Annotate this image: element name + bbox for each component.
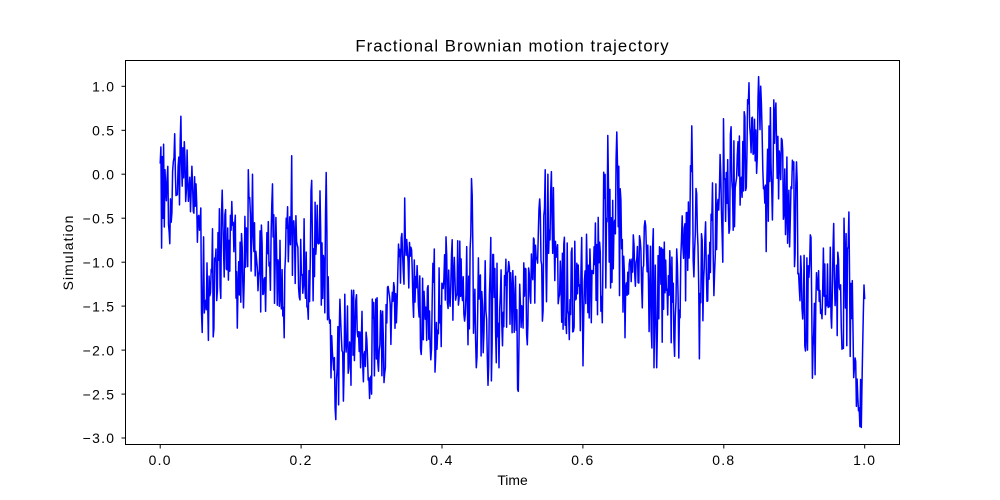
- svg-text:0.8: 0.8: [712, 452, 735, 468]
- svg-text:Fractional Brownian motion tra: Fractional Brownian motion trajectory: [355, 37, 669, 56]
- svg-text:0.0: 0.0: [149, 452, 172, 468]
- svg-text:−1.5: −1.5: [83, 298, 116, 314]
- svg-text:−2.5: −2.5: [83, 386, 116, 402]
- svg-text:0.6: 0.6: [571, 452, 594, 468]
- svg-text:0.0: 0.0: [92, 166, 115, 182]
- svg-text:1.0: 1.0: [92, 79, 115, 95]
- svg-text:0.5: 0.5: [92, 123, 115, 139]
- svg-text:Simulation: Simulation: [60, 215, 76, 291]
- svg-text:1.0: 1.0: [853, 452, 876, 468]
- svg-text:0.4: 0.4: [430, 452, 453, 468]
- svg-text:−2.0: −2.0: [83, 342, 116, 358]
- svg-text:−3.0: −3.0: [83, 430, 116, 446]
- svg-text:−1.0: −1.0: [83, 254, 116, 270]
- svg-text:0.2: 0.2: [289, 452, 312, 468]
- svg-text:Time: Time: [497, 472, 528, 488]
- svg-text:−0.5: −0.5: [83, 210, 116, 226]
